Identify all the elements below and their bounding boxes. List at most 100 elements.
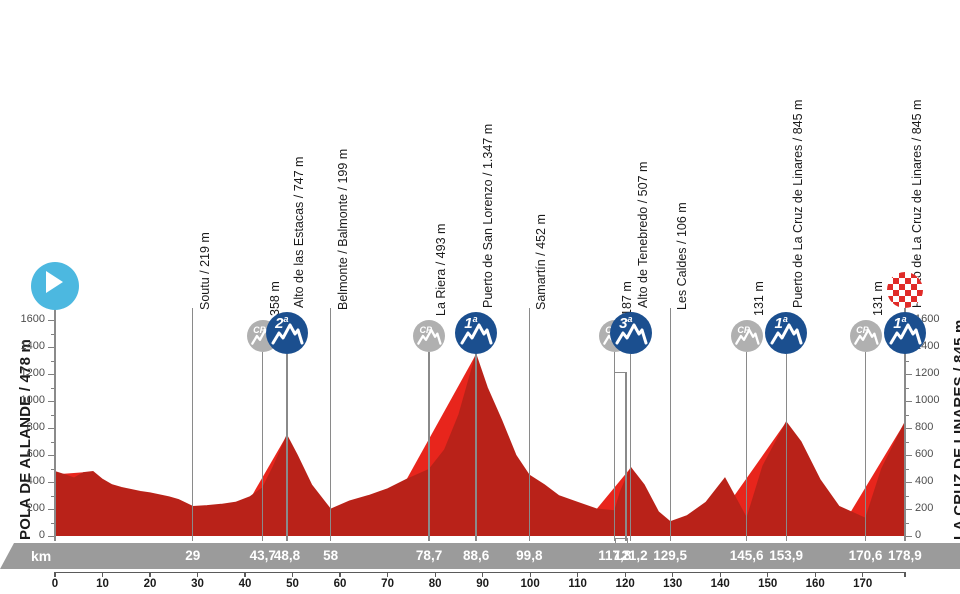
scale-tick-label: 170 bbox=[853, 578, 873, 590]
mountain-icon bbox=[853, 328, 879, 345]
elevation-climb-segment bbox=[850, 422, 905, 519]
scale-tick bbox=[862, 572, 864, 577]
y-tick-label: 0 bbox=[915, 529, 922, 541]
y-tick-label: 1000 bbox=[915, 394, 940, 407]
climb-badge[interactable]: 1a bbox=[454, 312, 497, 354]
cp-bracket bbox=[614, 538, 629, 545]
poi-label: Belmonte / Balmonte / 199 m bbox=[335, 148, 350, 310]
y-tick-major bbox=[48, 428, 54, 430]
cp-connector-drop bbox=[625, 372, 627, 541]
y-tick-label: 0 bbox=[38, 529, 45, 541]
poi-label: La Riera / 493 m bbox=[433, 223, 448, 316]
cp-label: CP bbox=[419, 325, 432, 336]
km-marker-label: 58 bbox=[323, 548, 339, 563]
y-tick-major bbox=[906, 401, 912, 403]
scale-tick bbox=[291, 572, 294, 577]
cp-badge[interactable]: CP bbox=[849, 320, 882, 352]
km-marker-label: 29 bbox=[185, 548, 201, 563]
km-unit-label: km bbox=[31, 548, 52, 564]
km-marker-label: 153,9 bbox=[769, 548, 803, 563]
y-tick-minor bbox=[906, 441, 909, 443]
poi-label: 131 m bbox=[751, 281, 766, 316]
mountain-icon bbox=[460, 323, 493, 345]
elevation-area-base bbox=[55, 354, 905, 536]
climb-category-label: 1a bbox=[774, 314, 788, 333]
km-distance-bar: km 29 43,7 48,8 58 78,7 88,6 99,8 117,8 121,2 129… bbox=[0, 543, 960, 569]
y-tick-major bbox=[48, 374, 54, 376]
y-tick-minor bbox=[51, 387, 54, 389]
climb-badge[interactable]: 3a bbox=[609, 312, 652, 354]
climb-category-label: 1a bbox=[464, 314, 478, 333]
scale-tick-label: 20 bbox=[143, 578, 157, 590]
poi-label: Puerto de La Cruz de Linares / 845 m bbox=[791, 99, 806, 308]
y-tick-major bbox=[48, 401, 54, 403]
elevation-climb-segment bbox=[62, 471, 91, 479]
poi-stem bbox=[528, 308, 530, 541]
climb-badge[interactable]: 1a bbox=[765, 312, 808, 354]
scale-tick-label: 80 bbox=[428, 578, 442, 590]
y-tick-minor bbox=[906, 360, 909, 362]
y-tick-major bbox=[906, 428, 912, 430]
poi-stem bbox=[428, 352, 430, 541]
scale-tick bbox=[386, 572, 389, 577]
scale-tick-label: 50 bbox=[286, 578, 299, 590]
poi-label: Alto de las Estacas / 747 m bbox=[291, 156, 306, 308]
climb-category-label: 3a bbox=[619, 314, 633, 333]
scale-rule bbox=[55, 572, 905, 574]
elevation-climb-segment bbox=[406, 354, 476, 480]
scale-tick-label: 10 bbox=[96, 578, 109, 590]
y-tick-minor bbox=[51, 333, 54, 335]
poi-label: Samartín / 452 m bbox=[534, 214, 549, 310]
climb-category-label: 2a bbox=[275, 314, 289, 333]
km-marker-label: 99,8 bbox=[516, 548, 543, 563]
poi-stem bbox=[192, 308, 194, 541]
scale-tick-end bbox=[904, 572, 906, 577]
scale-tick bbox=[624, 572, 626, 577]
elevation-climb-segment bbox=[596, 467, 631, 511]
poi-stem bbox=[669, 308, 671, 541]
scale-tick-label: 0 bbox=[51, 578, 59, 590]
scale-tick-label: 70 bbox=[381, 578, 394, 590]
y-tick-major bbox=[906, 482, 912, 484]
play-icon bbox=[46, 271, 63, 293]
km-marker-label: 78,7 bbox=[415, 548, 443, 563]
y-tick-major bbox=[906, 374, 912, 376]
y-tick-minor bbox=[51, 522, 54, 524]
km-marker-label: 48,8 bbox=[273, 548, 301, 563]
scale-tick-label: 100 bbox=[520, 578, 540, 590]
y-tick-minor bbox=[51, 360, 54, 362]
y-tick-label: 1600 bbox=[20, 313, 45, 326]
scale-tick-label: 140 bbox=[710, 578, 730, 590]
poi-stem bbox=[864, 352, 867, 541]
y-tick-label: 800 bbox=[26, 421, 45, 434]
start-marker[interactable] bbox=[31, 262, 79, 310]
poi-stem bbox=[785, 354, 787, 541]
y-tick-minor bbox=[906, 414, 909, 416]
cp-badge[interactable]: CP bbox=[730, 320, 763, 352]
y-tick-minor bbox=[906, 468, 909, 470]
finish-marker[interactable] bbox=[887, 272, 923, 308]
climb-badge[interactable]: 2a bbox=[265, 312, 308, 354]
y-tick-minor bbox=[906, 522, 909, 524]
poi-stem bbox=[614, 352, 616, 541]
cp-badge[interactable]: CP bbox=[412, 320, 445, 352]
scale-tick-label: 40 bbox=[238, 578, 252, 590]
climb-badge[interactable]: 1a bbox=[884, 312, 926, 354]
y-tick-label: 1000 bbox=[20, 394, 45, 407]
scale-tick bbox=[767, 572, 769, 577]
poi-stem bbox=[286, 354, 288, 541]
km-bar-shape bbox=[0, 543, 960, 569]
y-tick-label: 200 bbox=[915, 502, 934, 515]
y-tick-minor bbox=[51, 495, 54, 497]
km-marker-label: 117,8 bbox=[598, 548, 632, 563]
finish-location-title: LA CRUZ DE LINARES / 845 m bbox=[951, 319, 960, 540]
mountain-icon bbox=[734, 328, 760, 345]
poi-stem bbox=[329, 308, 332, 541]
scale-tick bbox=[672, 572, 674, 577]
y-tick-label: 400 bbox=[26, 475, 45, 488]
poi-stem bbox=[746, 352, 748, 541]
y-tick-minor bbox=[906, 387, 909, 389]
scale-tick bbox=[101, 572, 104, 577]
poi-label: Soutu / 219 m bbox=[197, 232, 212, 310]
poi-stem bbox=[630, 354, 632, 541]
